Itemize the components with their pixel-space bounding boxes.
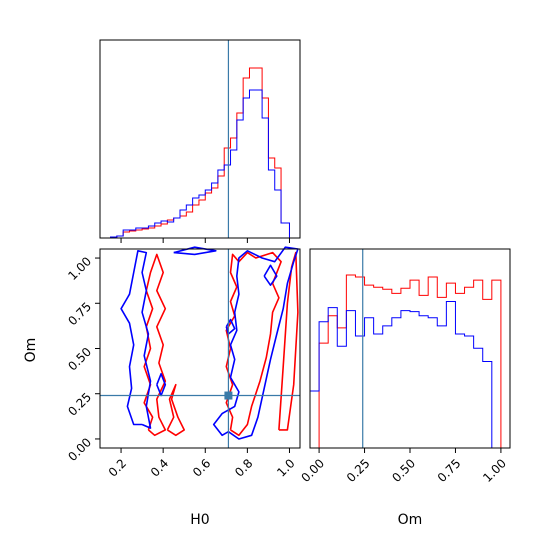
contour-blue-7	[173, 246, 217, 256]
contour-blue-9	[225, 318, 236, 335]
x-tick-label: 0.75	[435, 456, 464, 485]
contour-blue-6	[156, 373, 167, 397]
om-hist-series-2	[309, 300, 510, 449]
y-tick-label: 1.00	[65, 254, 94, 283]
truth-marker	[224, 391, 233, 400]
x-tick-label: 0.25	[344, 456, 373, 485]
x-axis-label-h0: H0	[190, 512, 209, 528]
x-tick-label: 0.00	[298, 456, 327, 485]
om-histogram-panel: 0.00 0.25 0.50 0.75 1.00	[298, 248, 511, 485]
contour-red-2	[166, 383, 185, 437]
contour-frame	[99, 248, 301, 449]
contour-red-1	[143, 253, 167, 437]
x-tick-label: 0.6	[190, 456, 213, 479]
h0-om-contour-panel: 0.2 0.4 0.6 0.8 1.0 0.00 0.25 0.50 0.75 1.00	[65, 246, 301, 480]
y-tick-label: 0.25	[65, 390, 94, 419]
contour-red-4	[278, 251, 299, 431]
contour-blue-5	[120, 250, 152, 429]
x-tick-label: 0.8	[232, 456, 255, 479]
h0-histogram-panel	[99, 39, 301, 243]
x-tick-label: 0.2	[106, 456, 129, 479]
x-axis-label-om: Om	[398, 512, 423, 528]
x-tick-label: 0.4	[148, 456, 171, 479]
y-tick-label: 0.00	[65, 435, 94, 464]
y-tick-label: 0.75	[65, 299, 94, 328]
y-tick-label: 0.50	[65, 345, 94, 374]
x-tick-label: 1.0	[274, 456, 297, 479]
y-axis-label-om: Om	[23, 338, 39, 363]
contour-blue-10	[263, 264, 278, 286]
h0-histogram-frame	[99, 39, 301, 239]
h0-hist-series-1	[100, 67, 300, 239]
om-hist-series-1	[310, 274, 510, 449]
x-tick-label: 0.50	[389, 456, 418, 485]
h0-hist-series-2	[100, 89, 300, 239]
contour-blue-8	[212, 246, 299, 440]
contour-red-3	[225, 251, 282, 437]
x-tick-label: 1.00	[480, 456, 509, 485]
